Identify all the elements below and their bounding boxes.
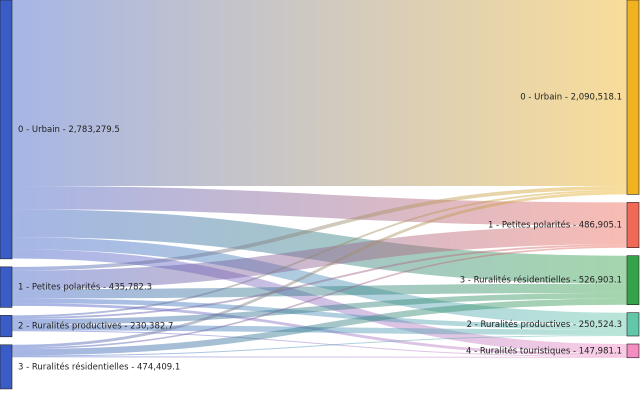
link	[11, 189, 628, 318]
links	[11, 0, 628, 358]
target-node	[626, 202, 640, 249]
link	[11, 330, 628, 358]
target-label: 0 - Urbain - 2,090,518.1	[520, 93, 622, 103]
link	[11, 186, 628, 226]
link	[11, 298, 628, 356]
link	[11, 292, 628, 325]
source-label: 2 - Ruralités productives - 230,382.7	[18, 321, 173, 332]
link	[11, 246, 628, 350]
source-label: 0 - Urbain - 2,783,279.5	[18, 125, 120, 135]
target-label: 2 - Ruralités productives - 250,524.3	[467, 319, 622, 330]
source-node	[0, 344, 13, 390]
link	[11, 225, 628, 290]
source-label: 1 - Petites polarités - 435,782.3	[18, 282, 152, 293]
link	[11, 249, 628, 354]
link	[11, 298, 628, 330]
target-node	[626, 0, 640, 195]
link	[11, 356, 628, 358]
target-label: 1 - Petites polarités - 486,905.1	[488, 220, 622, 231]
nodes: 0 - Urbain - 2,783,279.5 1 - Petites pola…	[0, 0, 640, 390]
source-node	[0, 315, 13, 338]
link	[11, 244, 628, 320]
link	[11, 191, 628, 348]
source-node	[0, 0, 13, 260]
link	[11, 186, 628, 271]
target-node	[626, 255, 640, 306]
link	[11, 335, 628, 357]
link	[11, 283, 628, 299]
link	[11, 209, 628, 284]
target-label: 3 - Ruralités résidentielles - 526,903.1	[460, 275, 622, 286]
source-label: 3 - Ruralités résidentielles - 474,409.1	[18, 361, 180, 372]
target-node	[626, 312, 640, 337]
target-node	[626, 343, 640, 359]
target-label: 4 - Ruralités touristiques - 147,981.1	[466, 345, 622, 356]
source-node	[0, 266, 13, 308]
